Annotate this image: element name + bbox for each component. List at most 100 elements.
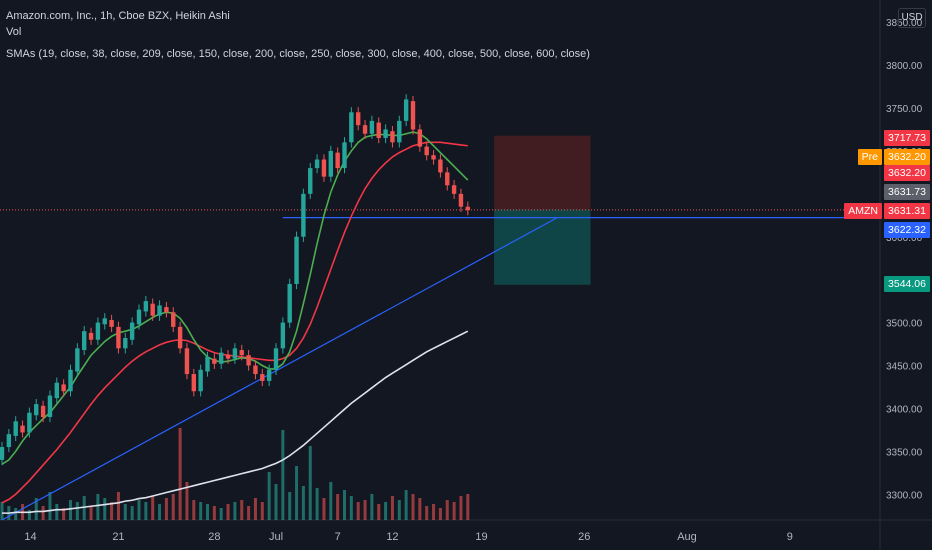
candle-body [390,131,395,143]
candle-body [225,355,231,359]
candle-body [465,206,470,211]
volume-bar [164,498,168,520]
volume-bar [322,498,326,520]
x-tick-label: 21 [112,531,124,543]
candle-body [164,307,169,313]
candle-body [356,112,361,126]
candle-body [301,193,306,237]
y-tick-label: 3600.00 [886,233,923,244]
volume-bar [404,490,408,520]
volume-bar [82,496,86,520]
candle-body [246,355,251,366]
volume-bar [89,506,93,520]
volume-bar [123,504,127,520]
candle-body [321,159,327,177]
volume-bar [295,466,299,520]
volume-bar [69,500,72,520]
price-tag: 3717.73 [884,130,930,146]
volume-bar [103,498,107,520]
sma-slow-line [2,330,469,514]
candle-body [171,312,176,327]
candle-body [260,374,265,381]
candle-body [328,150,333,177]
x-tick-label: 26 [578,531,590,543]
x-tick-label: 12 [386,531,398,543]
volume-bar [185,482,189,520]
candle-body [410,101,416,130]
candle-body [184,348,190,375]
candle-body [451,185,457,194]
price-tag: 3631.31 [884,203,930,219]
candle-body [342,142,347,169]
y-tick-label: 3450.00 [886,362,923,373]
y-tick-label: 3850.00 [886,18,923,29]
legend-vol: Vol [6,26,22,38]
y-tick-label: 3750.00 [886,104,923,115]
candle-body [157,305,162,316]
volume-bar [466,494,470,520]
volume-bar [171,494,175,520]
candle-body [75,348,80,372]
candle-body [34,404,39,416]
legend-smas: SMAs (19, close, 38, close, 209, close, … [6,48,590,60]
candle-body [129,322,135,340]
candle-body [61,384,66,392]
currency-button[interactable]: USD [898,8,926,28]
candle-body [82,331,87,351]
volume-bar [384,502,388,520]
candle-body [383,129,388,139]
volume-bar [445,500,449,520]
volume-bar [130,506,134,520]
y-tick-label: 3400.00 [886,404,923,415]
volume-bar [75,502,79,520]
volume-bar [192,500,196,520]
y-tick-label: 3350.00 [886,447,923,458]
candle-body [273,348,279,370]
volume-bar [390,496,394,520]
candle-body [191,374,196,392]
candle-body [116,326,121,349]
volume-bar [27,510,31,520]
volume-bar [377,504,381,520]
x-tick-label: 9 [787,531,793,543]
candle-body [232,348,238,359]
candle-body [27,412,32,433]
candle-body [403,99,409,121]
candle-body [294,236,299,284]
volume-bar [62,508,66,520]
price-tag-prefix: AMZN [844,203,882,219]
x-tick-label: 28 [208,531,220,543]
candle-body [362,125,368,134]
candle-body [13,421,18,436]
volume-bar [55,504,59,520]
price-tag: 3622.32 [884,222,930,238]
y-tick-label: 3300.00 [886,490,923,501]
candle-body [239,350,244,356]
volume-bar [356,502,360,520]
volume-bar [336,494,340,520]
candle-body [280,322,286,349]
volume-bar [110,502,114,520]
volume-bar [247,506,251,520]
price-tag: 3631.73 [884,184,930,200]
volume-bar [281,430,285,520]
x-tick-label: 19 [475,531,487,543]
volume-bar [48,492,52,520]
candle-body [376,122,381,139]
candle-body [102,318,107,325]
volume-bar [459,496,463,520]
candle-body [68,369,73,392]
candle-body [417,129,423,147]
candle-body [219,352,224,364]
volume-bar [260,502,264,520]
candle-body [212,358,217,364]
volume-bar [137,500,141,520]
volume-bar [363,500,367,520]
candle-body [438,159,443,173]
candle-body [54,382,59,399]
volume-bar [308,446,312,520]
volume-bar [315,488,319,520]
volume-bar [349,496,353,520]
candle-body [308,168,313,194]
